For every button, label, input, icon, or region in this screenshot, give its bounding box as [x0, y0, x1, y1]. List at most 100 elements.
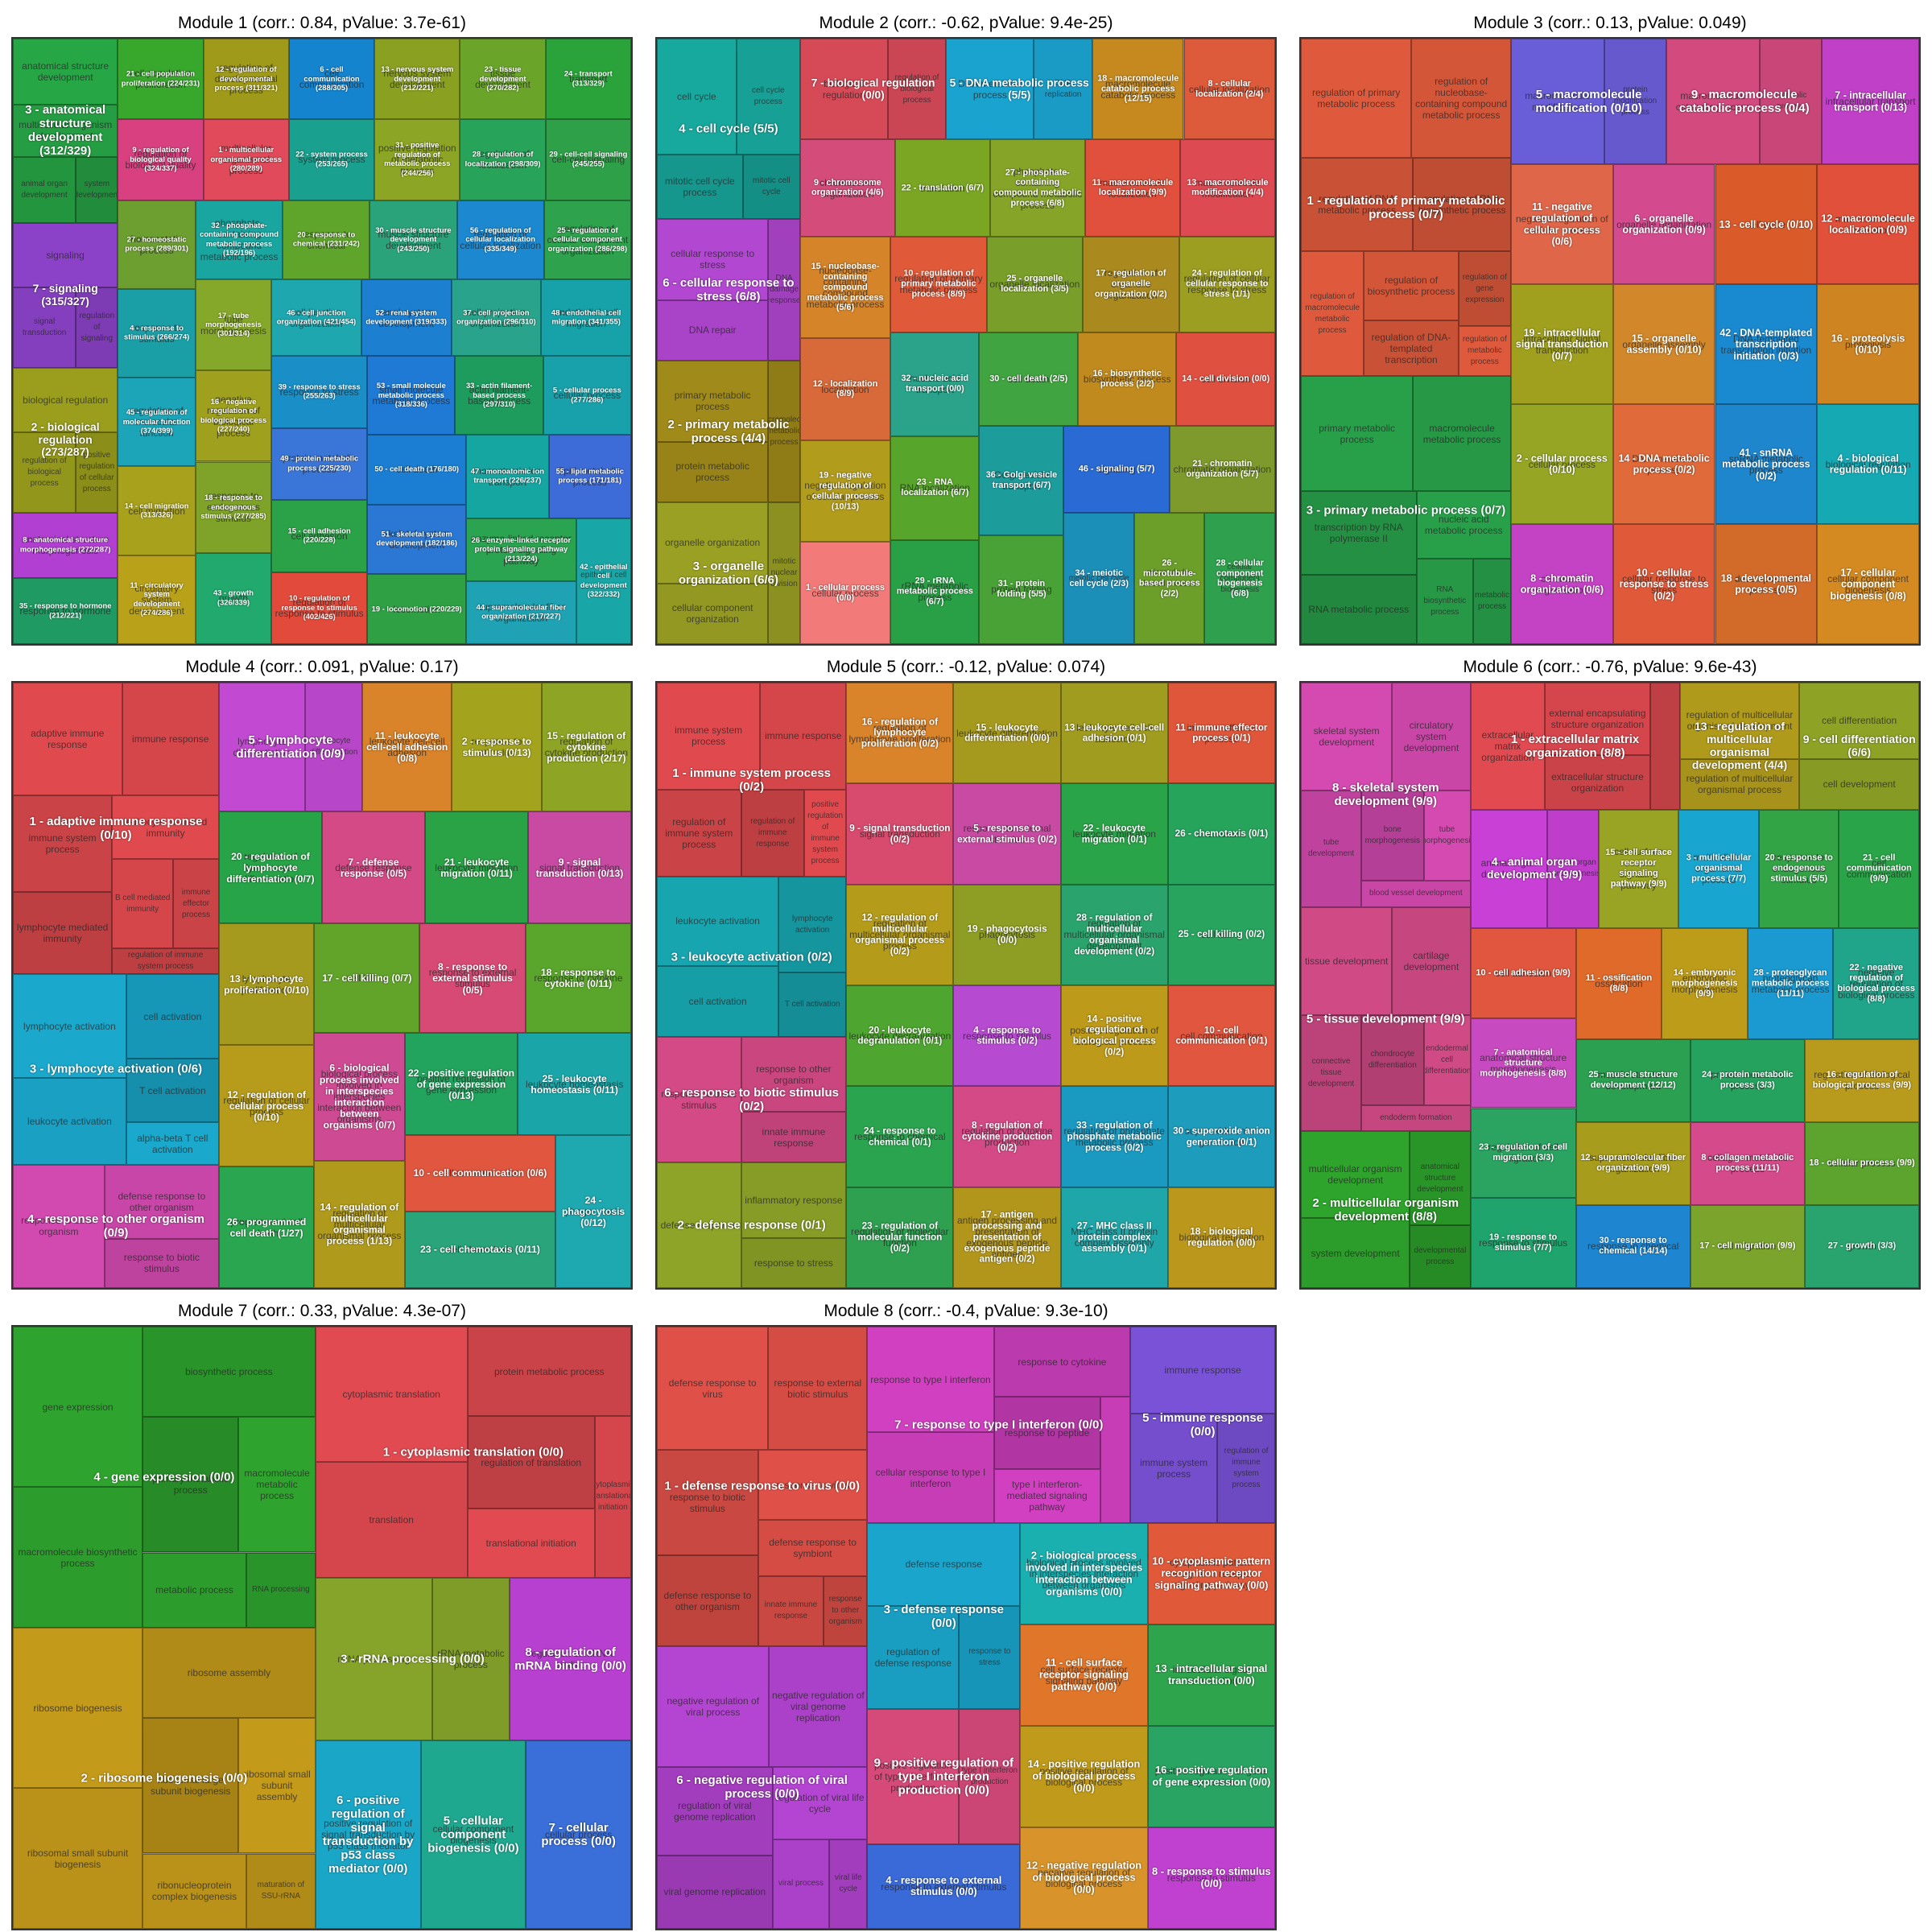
treemap-cell: cellular response to type I interferon: [867, 1432, 994, 1524]
treemap-cell: response to chemical: [846, 1086, 954, 1187]
treemap-cell: animal organ development: [13, 157, 76, 223]
treemap-cell: proteoglycan metabolic process: [1747, 928, 1834, 1039]
treemap-cell: regulation of localization: [460, 119, 546, 200]
term-label: regulation of cellular response to stres…: [1183, 273, 1270, 296]
treemap-cell: multicellular organismal process: [203, 119, 289, 200]
treemap-cell: chromatin organization: [1169, 426, 1275, 514]
treemap-cell: lymphocyte proliferation: [219, 923, 315, 1046]
term-label: negative regulation of cellular process: [804, 480, 886, 503]
term-label: regulation of primary metabolic process: [1311, 86, 1401, 109]
treemap-cell: nervous system development: [374, 39, 460, 120]
term-label: cell migration: [1719, 1241, 1777, 1253]
term-label: translation: [920, 182, 965, 194]
term-label: locomotion: [393, 603, 440, 615]
treemap-cell: response to endogenous stimulus: [195, 461, 272, 553]
treemap-cell: DNA metabolic process: [946, 39, 1034, 140]
term-label: circulatory system development: [1403, 720, 1459, 754]
term-label: defense response to virus: [668, 1377, 757, 1400]
term-label: tube morphogenesis: [1425, 825, 1471, 846]
treemap-cell: enzyme-linked receptor protein signaling…: [466, 518, 576, 581]
treemap-cell: phagocytosis: [953, 884, 1061, 985]
treemap-cell: tissue development: [460, 39, 546, 120]
term-label: programmed cell death: [230, 1216, 303, 1239]
treemap-cell: leukocyte activation: [13, 1078, 126, 1165]
treemap-cell: macromolecule localization: [1817, 164, 1919, 285]
treemap-cell: anatomical structure morphogenesis: [13, 512, 118, 579]
term-label: RNA localization: [899, 482, 971, 494]
term-label: cell communication: [1846, 857, 1912, 881]
treemap-cell: cell migration: [118, 466, 196, 555]
treemap-cell: signal transduction: [528, 811, 631, 924]
treemap-cell: animal organ development: [1470, 809, 1548, 928]
term-label: transport: [569, 73, 608, 85]
term-label: cellular component organization: [671, 602, 753, 625]
term-label: positive regulation of signal transducti…: [321, 1818, 415, 1852]
treemap-cell: response to biotic stimulus: [104, 1238, 219, 1288]
term-label: nucleobase-containing compound metabolic…: [806, 265, 885, 311]
term-label: immune response: [765, 730, 842, 742]
treemap-cell: response to stress: [959, 1605, 1021, 1710]
treemap-cell: ribosome assembly: [142, 1628, 316, 1719]
treemap-cell: rRNA metabolic process: [431, 1577, 510, 1741]
term-label: organelle organization: [665, 537, 761, 549]
term-label: regulation of response to stimulus: [275, 597, 364, 620]
treemap-cell: DNA replication: [1034, 39, 1092, 140]
treemap-cell: cell communication: [1839, 809, 1919, 928]
treemap-cell: positive regulation of gene expression: [404, 1033, 518, 1135]
term-label: leukocyte differentiation: [956, 727, 1058, 739]
term-label: organelle localization: [989, 279, 1080, 291]
treemap-cell: macromolecule modification: [1511, 39, 1604, 165]
term-label: regulation of biological process: [22, 456, 67, 488]
treemap-cell: ossification: [1575, 928, 1662, 1039]
panel-title: Module 5 (corr.: -0.12, pValue: 0.074): [826, 658, 1106, 676]
treemap-cell: cytoplasmic pattern recognition receptor…: [1147, 1523, 1275, 1625]
term-label: small molecule metabolic process: [372, 384, 451, 407]
treemap-cell: cell communication: [1167, 985, 1275, 1087]
term-label: regulation of RNA metabolic process: [1318, 192, 1396, 216]
term-label: leukocyte mediated immunity: [123, 815, 208, 839]
term-label: lymphocyte activation: [23, 1020, 116, 1032]
term-label: regulation of biosynthetic process: [1367, 275, 1455, 298]
term-label: protein folding: [991, 584, 1052, 596]
term-label: superoxide anion generation: [1184, 1125, 1259, 1148]
treemap-cell: developmental process: [1715, 524, 1818, 644]
treemap-cell: cellular process: [799, 542, 891, 644]
treemap-cell: regulation of cellular component organiz…: [543, 200, 631, 279]
term-label: signal transduction: [539, 861, 621, 873]
treemap-panel: Module 6 (corr.: -0.76, pValue: 9.6e-43)…: [1299, 654, 1921, 1290]
treemap-cell: cellular component biogenesis: [1204, 513, 1275, 644]
term-label: system process: [298, 154, 365, 166]
treemap-cell: growth: [1804, 1204, 1919, 1288]
term-label: regulation of biological process: [1814, 1069, 1910, 1092]
treemap-cell: maturation of SSU-rRNA: [246, 1853, 316, 1929]
term-label: leukocyte homeostasis: [525, 1078, 624, 1090]
treemap-cell: nucleic acid metabolic process: [1416, 490, 1511, 559]
term-label: adaptive immune response: [31, 727, 105, 750]
term-label: ribosome biogenesis: [33, 1702, 122, 1714]
term-label: cell migration: [128, 505, 186, 517]
term-label: response to stress: [968, 1646, 1011, 1667]
treemap-cell: intracellular transport: [1822, 39, 1919, 165]
term-label: regulation of immune system process: [1224, 1447, 1269, 1490]
term-label: cell cycle process: [752, 86, 785, 106]
treemap-cell: cartilage development: [1392, 906, 1471, 1015]
term-label: defense response: [335, 861, 412, 873]
term-label: RNA metabolic process: [1308, 603, 1410, 615]
term-label: cellular component biogenesis: [1827, 572, 1909, 596]
treemap-cell: immune system process: [1130, 1414, 1218, 1524]
treemap-cell: leukocyte activation: [657, 877, 779, 966]
treemap-cell: cellular localization: [1183, 39, 1275, 140]
treemap-cell: phagocytosis: [555, 1134, 631, 1288]
term-label: rRNA processing: [337, 1653, 411, 1665]
treemap-cell: biological process involved in interspec…: [314, 1033, 405, 1161]
treemap-cell: immune system process: [657, 683, 761, 790]
term-label: positive regulation of biological proces…: [1070, 1024, 1159, 1047]
treemap-cell: transcription by RNA polymerase II: [1301, 490, 1417, 575]
treemap-panel: Module 1 (corr.: 0.84, pValue: 3.7e-61) a…: [11, 10, 633, 646]
term-label: system development: [76, 179, 118, 200]
term-label: intracellular signal transduction: [1523, 332, 1601, 356]
treemap-cell: regulation of immune response: [741, 789, 804, 877]
term-label: regulation of cellular localization: [460, 228, 542, 251]
term-label: positive regulation of metabolic process: [378, 142, 456, 177]
term-label: enzyme-linked receptor protein signaling…: [471, 532, 572, 567]
